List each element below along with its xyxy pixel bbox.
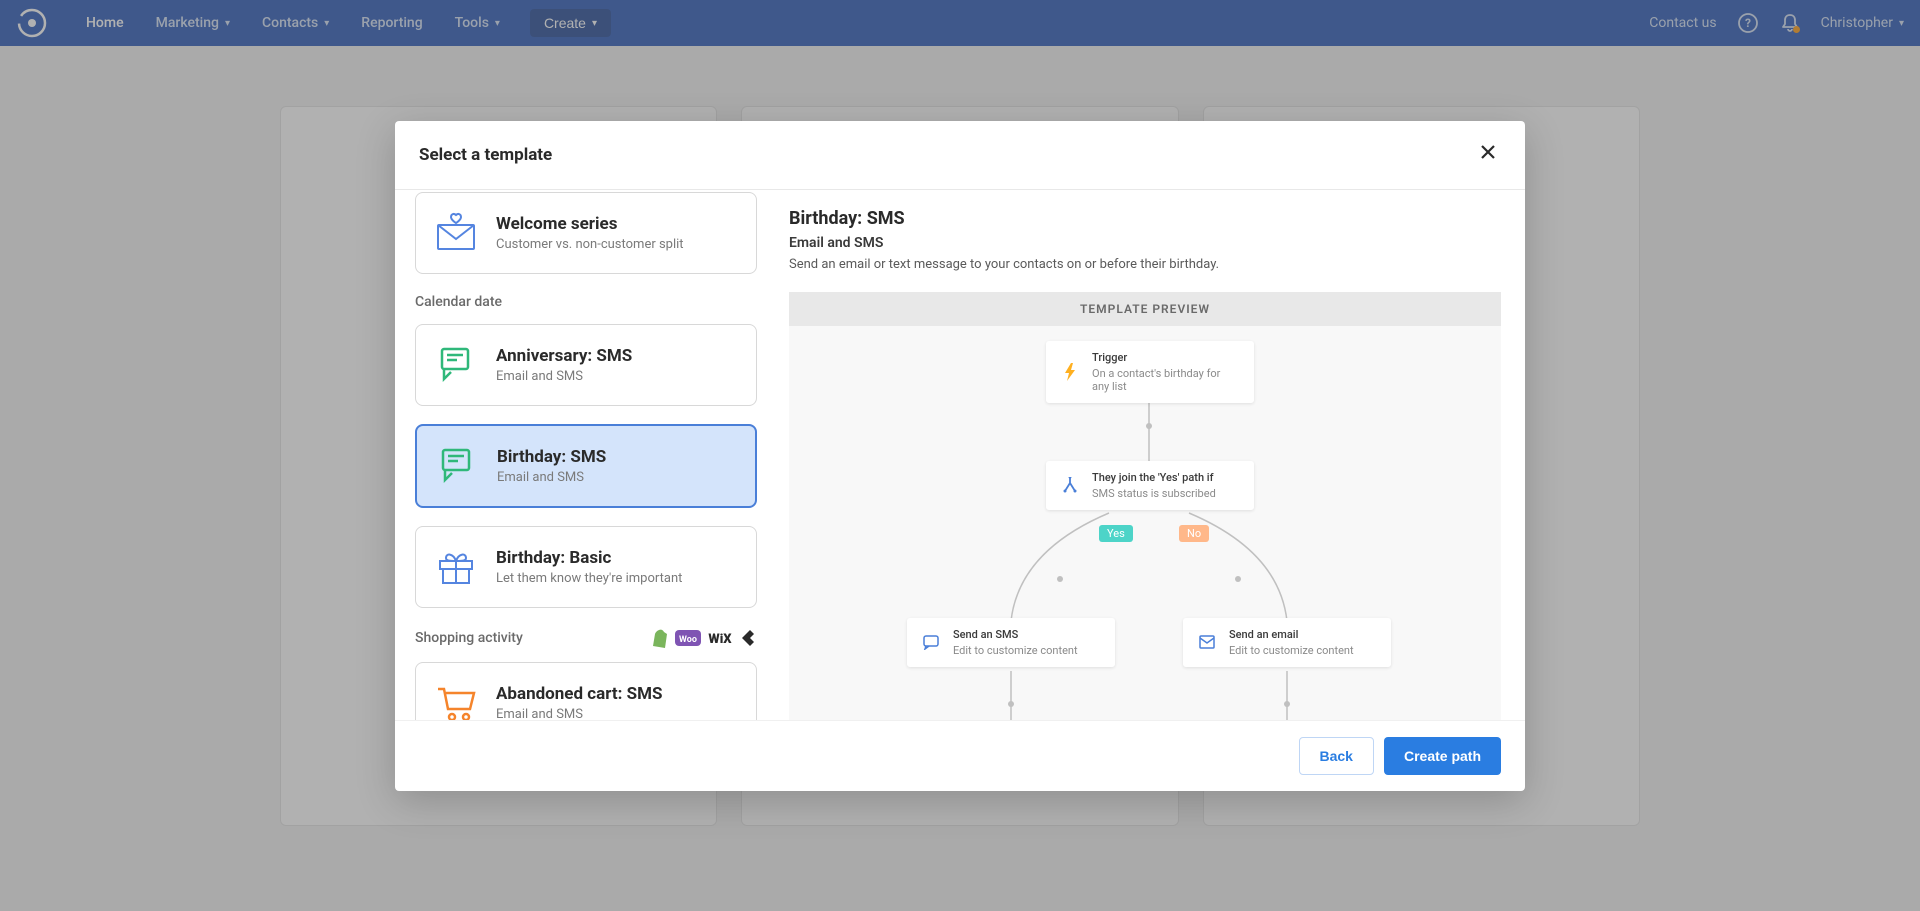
template-info: Birthday: Basic Let them know they're im… xyxy=(496,548,740,586)
yes-badge: Yes xyxy=(1099,525,1133,542)
category-shopping-activity: Shopping activity Woo WiX xyxy=(415,628,757,648)
template-list[interactable]: Welcome series Customer vs. non-customer… xyxy=(395,190,771,720)
template-info: Welcome series Customer vs. non-customer… xyxy=(496,214,740,252)
preview-panel: Birthday: SMS Email and SMS Send an emai… xyxy=(771,190,1525,720)
svg-text:Woo: Woo xyxy=(679,635,697,645)
flow-dot xyxy=(1008,701,1014,707)
flow-node-sms: Send an SMS Edit to customize content xyxy=(907,618,1115,667)
modal-header: Select a template xyxy=(395,121,1525,190)
shop-platform-icons: Woo WiX xyxy=(651,628,757,648)
template-card-birthday-basic[interactable]: Birthday: Basic Let them know they're im… xyxy=(415,526,757,608)
template-modal: Select a template Welcome se xyxy=(395,121,1525,791)
wix-icon: WiX xyxy=(707,631,733,645)
lightning-icon xyxy=(1060,362,1080,382)
flow-node-trigger: Trigger On a contact's birthday for any … xyxy=(1046,341,1254,403)
modal-title: Select a template xyxy=(419,145,552,165)
template-card-birthday-sms[interactable]: Birthday: SMS Email and SMS xyxy=(415,424,757,508)
gift-icon xyxy=(432,543,480,591)
preview-header: TEMPLATE PREVIEW xyxy=(789,292,1501,326)
category-calendar-date: Calendar date xyxy=(415,294,757,310)
flow-node-sub: SMS status is subscribed xyxy=(1092,487,1216,500)
template-info: Anniversary: SMS Email and SMS xyxy=(496,346,740,384)
template-subtitle: Let them know they're important xyxy=(496,571,740,586)
template-title: Birthday: Basic xyxy=(496,548,740,568)
template-subtitle: Email and SMS xyxy=(496,369,740,384)
svg-text:WiX: WiX xyxy=(708,632,732,645)
template-card-welcome[interactable]: Welcome series Customer vs. non-customer… xyxy=(415,192,757,274)
flow-node-condition: They join the 'Yes' path if SMS status i… xyxy=(1046,461,1254,510)
template-info: Birthday: SMS Email and SMS xyxy=(497,447,739,485)
template-title: Abandoned cart: SMS xyxy=(496,684,740,704)
preview-canvas: Trigger On a contact's birthday for any … xyxy=(789,326,1501,720)
template-subtitle: Email and SMS xyxy=(496,707,740,720)
template-subtitle: Email and SMS xyxy=(497,470,739,485)
split-icon xyxy=(1060,475,1080,495)
flow-node-text: Send an SMS Edit to customize content xyxy=(953,628,1078,657)
close-button[interactable] xyxy=(1475,139,1501,171)
flow-node-title: Send an SMS xyxy=(953,628,1078,641)
category-label-text: Shopping activity xyxy=(415,630,523,646)
template-card-anniversary[interactable]: Anniversary: SMS Email and SMS xyxy=(415,324,757,406)
flow-node-sub: Edit to customize content xyxy=(1229,644,1354,657)
preview-description: Send an email or text message to your co… xyxy=(789,257,1501,272)
no-badge: No xyxy=(1179,525,1209,542)
email-icon xyxy=(1197,632,1217,652)
flow-dot xyxy=(1235,576,1241,582)
back-button[interactable]: Back xyxy=(1299,737,1374,775)
template-info: Abandoned cart: SMS Email and SMS xyxy=(496,684,740,720)
flow-node-title: Trigger xyxy=(1092,351,1240,364)
envelope-heart-icon xyxy=(432,209,480,257)
shopify-icon xyxy=(651,628,669,648)
template-title: Welcome series xyxy=(496,214,740,234)
cart-icon xyxy=(432,679,480,720)
preview-title: Birthday: SMS xyxy=(789,208,1501,229)
flow-node-text: They join the 'Yes' path if SMS status i… xyxy=(1092,471,1216,500)
sms-icon xyxy=(432,341,480,389)
sms-icon xyxy=(433,442,481,490)
message-icon xyxy=(921,632,941,652)
template-subtitle: Customer vs. non-customer split xyxy=(496,237,740,252)
flow-node-email: Send an email Edit to customize content xyxy=(1183,618,1391,667)
flow-node-text: Trigger On a contact's birthday for any … xyxy=(1092,351,1240,393)
flow-node-title: Send an email xyxy=(1229,628,1354,641)
modal-overlay: Select a template Welcome se xyxy=(0,0,1920,911)
flow-node-sub: On a contact's birthday for any list xyxy=(1092,367,1240,393)
flow-node-title: They join the 'Yes' path if xyxy=(1092,471,1216,484)
woo-icon: Woo xyxy=(675,630,701,646)
create-path-button[interactable]: Create path xyxy=(1384,737,1501,775)
flow-dot xyxy=(1284,701,1290,707)
squarespace-icon xyxy=(739,629,757,647)
flow-node-text: Send an email Edit to customize content xyxy=(1229,628,1354,657)
flow-node-sub: Edit to customize content xyxy=(953,644,1078,657)
flow-dot xyxy=(1057,576,1063,582)
modal-footer: Back Create path xyxy=(395,720,1525,791)
preview-subtitle: Email and SMS xyxy=(789,235,1501,251)
flow-dot xyxy=(1146,423,1152,429)
template-title: Anniversary: SMS xyxy=(496,346,740,366)
template-card-abandoned-cart[interactable]: Abandoned cart: SMS Email and SMS xyxy=(415,662,757,720)
modal-body: Welcome series Customer vs. non-customer… xyxy=(395,190,1525,720)
template-title: Birthday: SMS xyxy=(497,447,739,467)
